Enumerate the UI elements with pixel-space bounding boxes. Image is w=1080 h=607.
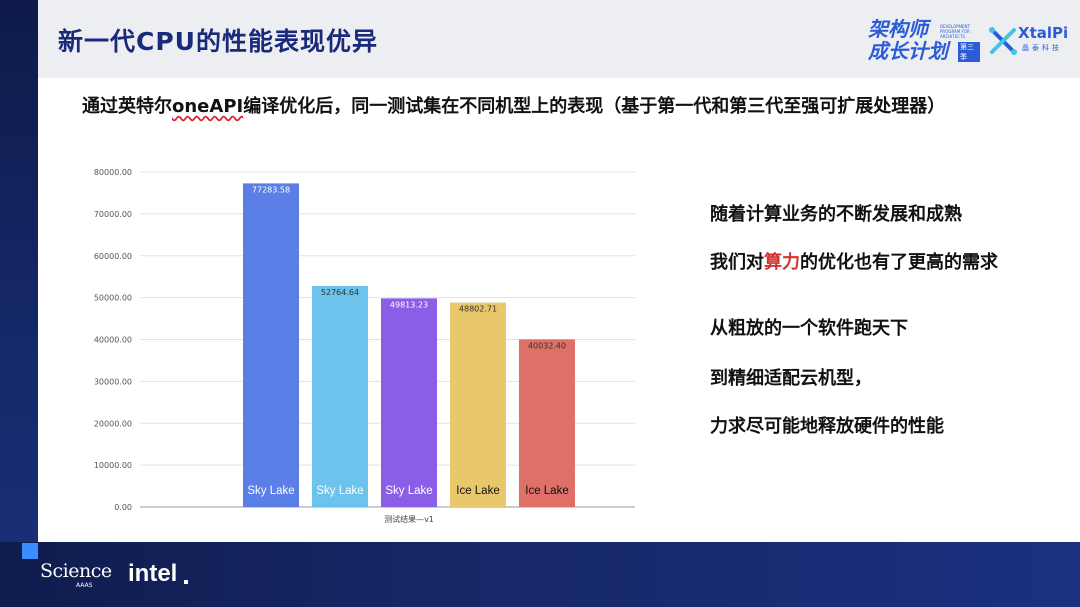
y-tick-label: 30000.00 [94, 377, 132, 386]
data-label: 40032.40 [528, 341, 566, 350]
data-label: 77283.58 [252, 185, 290, 194]
program-logo-badge: 第三季 [958, 42, 980, 62]
category-label: Ice Lake [525, 485, 568, 497]
right-line-2: 我们对算力的优化也有了更高的需求 [710, 248, 998, 274]
y-tick-label: 70000.00 [94, 210, 132, 219]
bar [243, 183, 299, 508]
subtitle-suffix: 编译优化后，同一测试集在不同机型上的表现（基于第一代和第三代至强可扩展处理器） [243, 96, 946, 117]
xtalpi-logo-sub: 晶泰科技 [1022, 44, 1062, 52]
footer-band [0, 542, 1080, 607]
left-accent-strip [0, 0, 38, 607]
footer-accent-square [22, 543, 38, 559]
bar [450, 302, 506, 507]
data-label: 52764.64 [321, 288, 359, 297]
xtalpi-logo-name: XtalPi [1018, 24, 1069, 42]
x-axis-label: 测试结果—v1 [384, 514, 434, 524]
category-label: Sky Lake [316, 485, 363, 497]
y-tick-label: 0.00 [114, 503, 132, 512]
intel-logo-dot [184, 580, 188, 584]
bar [519, 339, 575, 507]
right-line-2-prefix: 我们对 [710, 252, 764, 273]
data-label: 49813.23 [390, 300, 428, 309]
aaas-label: AAAS [76, 582, 93, 589]
slide-subtitle: 通过英特尔oneAPI编译优化后，同一测试集在不同机型上的表现（基于第一代和第三… [82, 92, 945, 118]
right-line-5: 力求尽可能地释放硬件的性能 [710, 416, 944, 437]
subtitle-prefix: 通过英特尔 [82, 96, 172, 117]
right-line-2-suffix: 的优化也有了更高的需求 [800, 252, 998, 273]
bar [312, 286, 368, 507]
y-tick-label: 10000.00 [94, 461, 132, 470]
category-label: Sky Lake [247, 485, 294, 497]
y-tick-label: 60000.00 [94, 252, 132, 261]
category-label: Sky Lake [385, 485, 432, 497]
y-tick-label: 40000.00 [94, 336, 132, 345]
bar-chart: 0.00 10000.00 20000.00 30000.00 40000.00 5000… [94, 168, 635, 524]
y-tick-label: 80000.00 [94, 168, 132, 177]
y-tick-label: 50000.00 [94, 294, 132, 303]
xtalpi-logo: XtalPi 晶泰科技 [988, 24, 1074, 60]
right-line-3: 从粗放的一个软件跑天下 [710, 318, 908, 339]
science-logo: Science [40, 560, 112, 582]
program-logo: 架构师 成长计划 DEVELOPMENT PROGRAM FOR ARCHITE… [868, 18, 980, 66]
right-line-2-highlight: 算力 [764, 252, 800, 273]
program-logo-main: 架构师 成长计划 [868, 17, 948, 63]
right-line-1: 随着计算业务的不断发展和成熟 [710, 204, 962, 225]
header-band [38, 0, 1080, 78]
xtalpi-logo-icon [989, 27, 1017, 55]
data-label: 48802.71 [459, 305, 497, 314]
slide-title: 新一代CPU的性能表现优异 [58, 27, 378, 56]
bar [381, 298, 437, 507]
category-label: Ice Lake [456, 485, 499, 497]
y-tick-label: 20000.00 [94, 419, 132, 428]
right-line-4: 到精细适配云机型， [710, 368, 872, 389]
intel-logo: intel [128, 560, 178, 587]
subtitle-underlined: oneAPI [172, 96, 244, 117]
program-logo-small: DEVELOPMENT PROGRAM FOR ARCHITECTS [940, 24, 970, 39]
